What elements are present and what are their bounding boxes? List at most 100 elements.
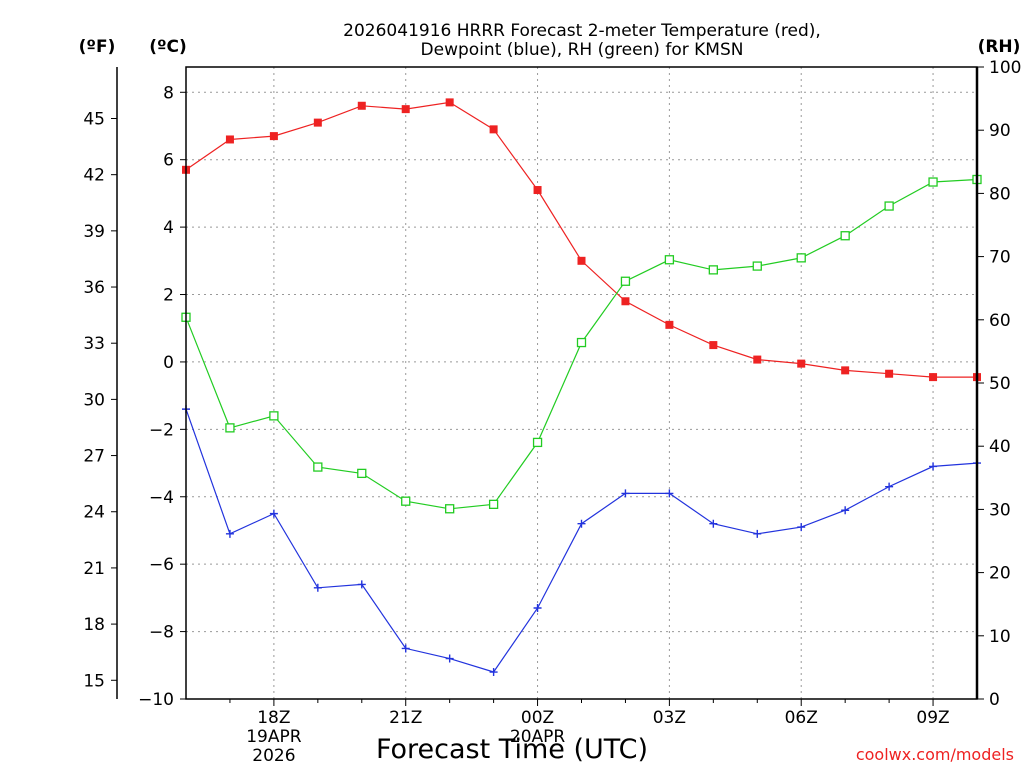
dewpoint-point xyxy=(797,523,806,532)
dewpoint-point xyxy=(753,529,762,538)
rh-point xyxy=(313,462,323,472)
dewpoint-point xyxy=(489,668,498,677)
rh-tick-label: 20 xyxy=(989,564,1011,584)
c-tick-label: −4 xyxy=(149,488,174,508)
temperature-point xyxy=(577,256,586,265)
rh-point xyxy=(708,265,718,275)
rh-tick-label: 70 xyxy=(989,248,1011,268)
rh-point xyxy=(445,504,455,514)
temperature-point xyxy=(841,366,850,375)
temperature-point xyxy=(533,186,542,195)
rh-point xyxy=(928,177,938,187)
dewpoint-point xyxy=(269,509,278,518)
rh-tick-label: 10 xyxy=(989,627,1011,647)
chart-title-line2: Dewpoint (blue), RH (green) for KMSN xyxy=(421,40,744,60)
x-tick-label: 09Z xyxy=(916,708,949,728)
dewpoint-point xyxy=(665,489,674,498)
f-tick-label: 27 xyxy=(83,447,105,467)
f-tick-label: 30 xyxy=(83,390,105,410)
c-tick-label: −6 xyxy=(149,555,174,575)
temperature-point xyxy=(445,98,454,107)
temperature-point xyxy=(709,341,718,350)
dewpoint-point xyxy=(357,580,366,589)
celsius-axis: 8 6 4 2 0 −2 −4 −6 −8 −10 xyxy=(138,83,186,710)
temperature-point xyxy=(885,369,894,378)
dewpoint-point xyxy=(621,489,630,498)
x-tick-label: 00Z xyxy=(521,708,554,728)
rh-point xyxy=(225,423,235,433)
temperature-point xyxy=(929,373,938,382)
x-axis-label: Forecast Time (UTC) xyxy=(376,734,648,765)
dewpoint-point xyxy=(225,529,234,538)
temperature-point xyxy=(753,355,762,364)
f-tick-label: 24 xyxy=(83,503,105,523)
dewpoint-point xyxy=(841,506,850,515)
temperature-point xyxy=(357,101,366,110)
rh-point xyxy=(620,276,631,286)
temperature-point xyxy=(401,105,410,114)
f-tick-label: 33 xyxy=(83,334,105,354)
c-tick-label: 8 xyxy=(163,83,174,103)
rh-tick-label: 50 xyxy=(989,374,1011,394)
dewpoint-point xyxy=(533,603,542,612)
temperature-point xyxy=(225,135,234,144)
dewpoint-point xyxy=(709,519,718,528)
series-layer xyxy=(181,98,982,677)
rh-tick-label: 60 xyxy=(989,311,1011,331)
c-tick-label: −2 xyxy=(149,420,174,440)
x-tick-label: 03Z xyxy=(653,708,686,728)
x-tick-sublabel: 19APR xyxy=(246,727,302,747)
plot-frame xyxy=(185,66,978,700)
temperature-point xyxy=(489,125,498,134)
f-tick-label: 15 xyxy=(83,671,105,691)
dewpoint-point xyxy=(577,519,586,528)
x-tick-sublabel: 2026 xyxy=(252,746,295,766)
rh-tick-label: 0 xyxy=(989,690,1000,710)
rh-axis: 0 10 20 30 40 50 60 70 80 90 100 xyxy=(977,58,1021,710)
dewpoint-point xyxy=(313,583,322,592)
watermark: coolwx.com/models xyxy=(856,745,1014,764)
rh-point xyxy=(401,496,411,506)
rh-point xyxy=(576,337,587,348)
rh-tick-label: 100 xyxy=(989,58,1021,78)
temperature-point xyxy=(797,359,806,368)
rh-point xyxy=(796,253,806,263)
dewpoint-point xyxy=(885,482,894,491)
rh-tick-label: 90 xyxy=(989,121,1011,141)
x-tick-label: 21Z xyxy=(389,708,422,728)
rh-point xyxy=(488,499,499,509)
dewpoint-point xyxy=(401,644,410,653)
f-tick-label: 45 xyxy=(83,109,105,129)
f-tick-label: 21 xyxy=(83,559,105,579)
rh-point xyxy=(752,261,762,271)
fahrenheit-axis: 45 42 39 36 33 30 27 24 21 18 15 xyxy=(83,67,118,699)
gridlines xyxy=(186,67,977,699)
temperature-point xyxy=(621,297,630,306)
temperature-point xyxy=(269,132,278,141)
rh-tick-label: 80 xyxy=(989,184,1011,204)
x-tick-label: 18Z xyxy=(257,708,290,728)
c-tick-label: 2 xyxy=(163,286,174,306)
celsius-axis-unit: (ºC) xyxy=(149,37,187,57)
c-tick-label: −10 xyxy=(138,690,174,710)
temperature-point xyxy=(665,320,674,329)
x-tick-label: 06Z xyxy=(785,708,818,728)
f-tick-label: 39 xyxy=(83,222,105,242)
f-tick-label: 42 xyxy=(83,166,105,186)
f-tick-label: 18 xyxy=(83,615,105,635)
rh-tick-label: 40 xyxy=(989,437,1011,457)
dewpoint-point xyxy=(445,654,454,663)
fahrenheit-axis-unit: (ºF) xyxy=(79,37,116,57)
f-tick-label: 36 xyxy=(83,278,105,298)
c-tick-label: −8 xyxy=(149,623,174,643)
c-tick-label: 0 xyxy=(163,353,174,373)
rh-point xyxy=(269,411,279,421)
rh-point xyxy=(664,255,675,265)
x-tick-sublabel: 20APR xyxy=(510,727,566,747)
rh-axis-unit: (RH) xyxy=(978,37,1021,57)
temperature-point xyxy=(313,118,322,127)
dewpoint-line xyxy=(185,408,978,673)
c-tick-label: 4 xyxy=(163,218,174,238)
